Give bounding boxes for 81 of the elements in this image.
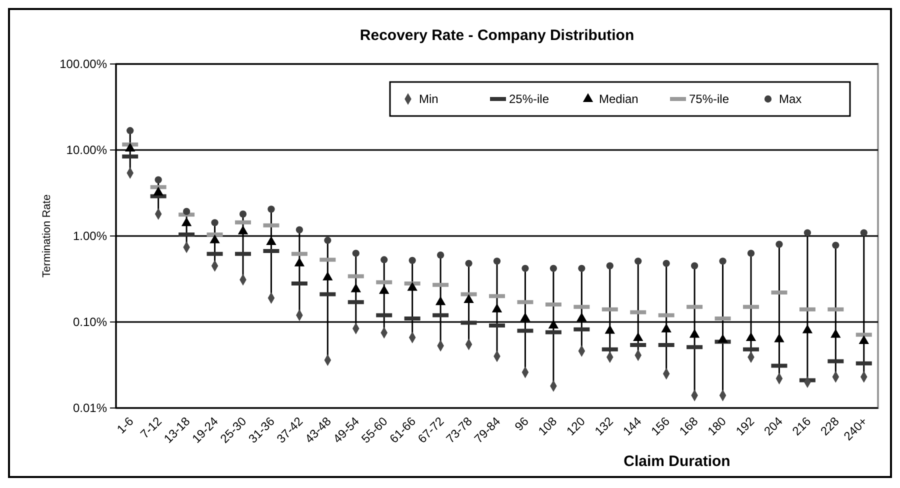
point	[154, 176, 162, 184]
x-tick-label: 168	[676, 414, 701, 438]
point	[181, 217, 192, 226]
point	[492, 304, 502, 312]
point	[661, 324, 672, 332]
x-tick-label: 132	[592, 414, 616, 438]
point	[210, 234, 220, 244]
y-tick-label: 0.10%	[72, 315, 108, 329]
point	[522, 264, 529, 272]
x-tick-label: 192	[733, 414, 758, 438]
point	[464, 294, 474, 303]
point	[266, 236, 276, 246]
point	[211, 219, 218, 226]
point	[239, 210, 247, 218]
point	[719, 258, 726, 265]
point	[578, 264, 586, 272]
x-tick-label: 120	[564, 414, 588, 438]
x-tick-label: 96	[512, 414, 532, 434]
point	[182, 208, 190, 216]
y-tick-label: 0.01%	[72, 401, 108, 415]
point	[548, 320, 559, 328]
x-tick-label: 204	[761, 414, 786, 438]
point	[718, 334, 728, 343]
point	[408, 256, 416, 264]
point	[520, 312, 530, 322]
point	[576, 312, 587, 322]
point	[296, 226, 304, 234]
point	[126, 127, 134, 134]
point	[746, 332, 756, 342]
legend-label: Max	[779, 92, 802, 106]
legend-label: 75%-ile	[689, 92, 730, 106]
x-tick-label: 7-12	[138, 414, 165, 442]
point	[662, 260, 670, 267]
point	[435, 296, 446, 306]
point	[747, 250, 755, 257]
x-tick-label: 108	[536, 414, 560, 438]
point	[804, 229, 812, 236]
y-axis-title: Termination Rate	[41, 194, 53, 278]
x-tick-label: 216	[790, 414, 814, 438]
legend-label: Median	[599, 92, 638, 106]
x-tick-label: 156	[648, 414, 673, 438]
x-tick-label: 144	[620, 414, 644, 438]
legend-label: 25%-ile	[509, 92, 550, 106]
point	[125, 142, 136, 152]
point	[324, 236, 332, 244]
point	[689, 328, 700, 338]
point	[322, 272, 333, 280]
point	[238, 226, 248, 234]
y-tick-label: 10.00%	[66, 143, 108, 157]
point	[634, 258, 642, 265]
point	[407, 282, 418, 291]
point	[465, 260, 472, 267]
point	[860, 229, 868, 236]
point	[380, 256, 388, 264]
x-tick-label: 228	[818, 414, 842, 438]
point	[268, 206, 275, 213]
y-tick-label: 1.00%	[72, 229, 108, 243]
point	[352, 250, 360, 257]
point	[832, 242, 840, 249]
point	[379, 285, 390, 294]
point	[550, 264, 558, 272]
point	[774, 333, 784, 342]
point	[350, 283, 361, 292]
point	[606, 262, 614, 270]
point	[436, 252, 444, 259]
x-tick-label: 180	[704, 414, 730, 438]
x-tick-label: 1-6	[114, 414, 136, 436]
point	[858, 335, 869, 344]
point	[802, 324, 813, 334]
y-tick-label: 100.00%	[60, 57, 108, 71]
legend-label: Min	[419, 92, 438, 106]
x-axis-title: Claim Duration	[624, 453, 730, 470]
point	[294, 258, 305, 266]
point	[493, 258, 501, 265]
point	[153, 186, 164, 196]
point	[604, 324, 615, 334]
chart-title: Recovery Rate - Company Distribution	[360, 27, 634, 44]
point	[633, 332, 644, 342]
point	[830, 328, 841, 338]
point	[690, 262, 698, 270]
point	[776, 240, 783, 248]
